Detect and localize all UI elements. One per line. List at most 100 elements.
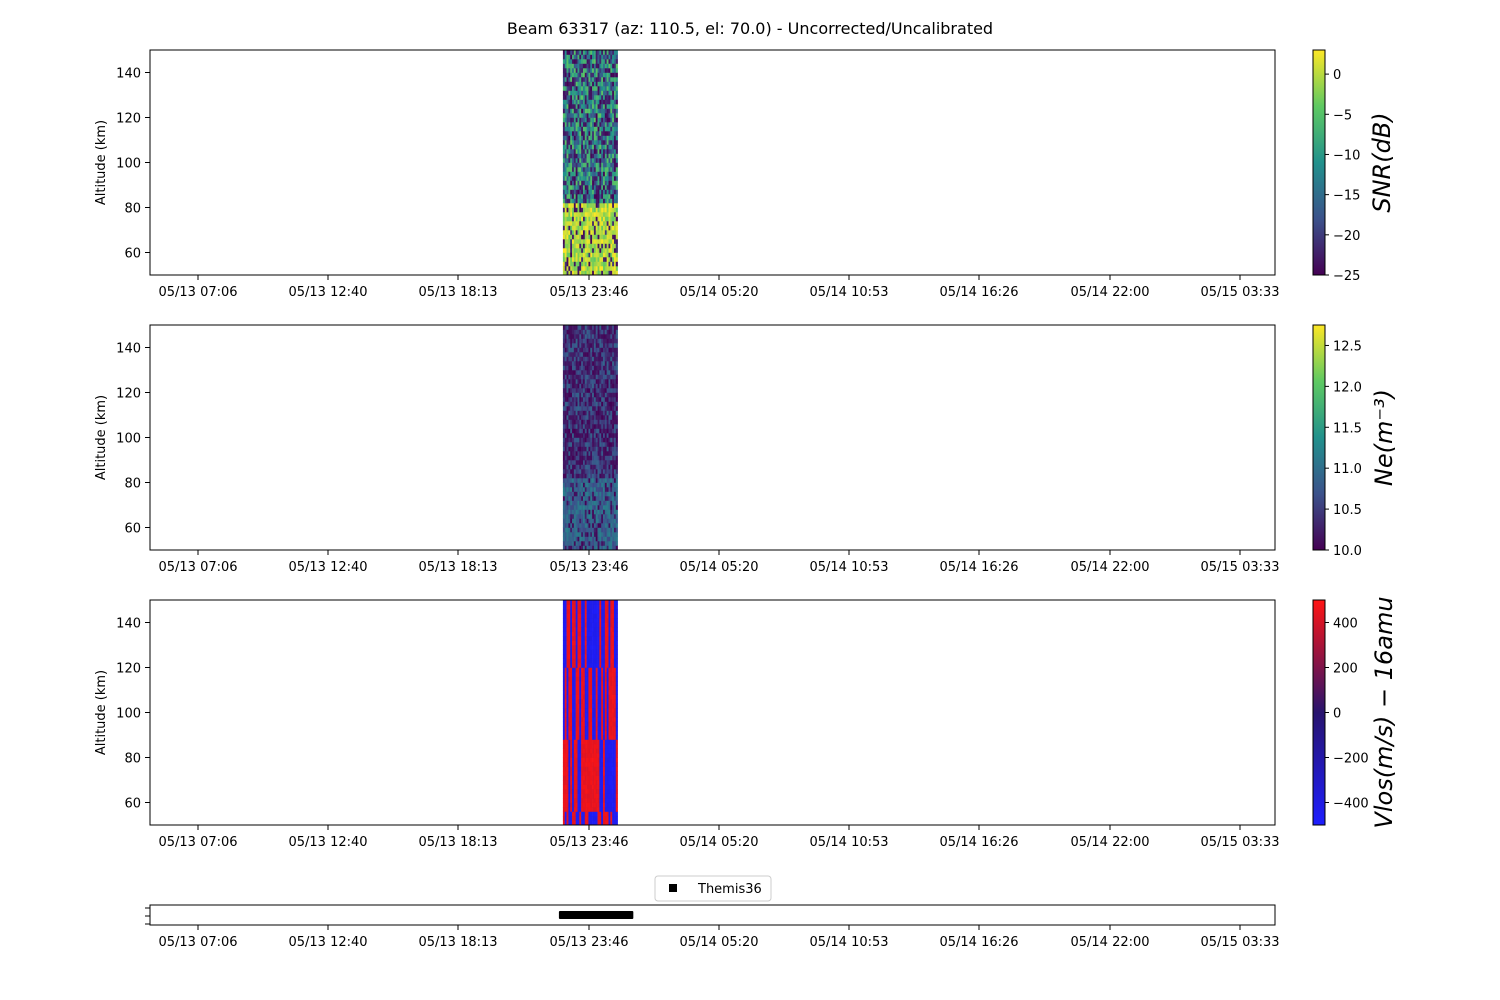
heatmap-cell	[584, 392, 587, 398]
heatmap-cell	[573, 212, 576, 217]
heatmap-cell	[604, 365, 607, 371]
heatmap-cell	[595, 645, 598, 650]
heatmap-cell	[582, 270, 586, 276]
heatmap-cell	[603, 491, 606, 497]
heatmap-cell	[608, 68, 611, 73]
heatmap-cell	[582, 95, 586, 100]
heatmap-cell	[575, 694, 578, 700]
heatmap-cell	[606, 135, 609, 141]
heatmap-cell	[599, 703, 602, 709]
heatmap-cell	[584, 627, 587, 632]
heatmap-cell	[584, 95, 587, 100]
heatmap-cell	[582, 424, 586, 429]
heatmap-cell	[612, 681, 615, 686]
heatmap-cell	[593, 604, 597, 610]
heatmap-cell	[577, 735, 580, 740]
heatmap-cell	[575, 347, 578, 353]
heatmap-cell	[584, 356, 587, 362]
heatmap-cell	[612, 343, 615, 348]
heatmap-cell	[601, 766, 604, 772]
heatmap-cell	[597, 334, 600, 339]
heatmap-cell	[573, 739, 576, 745]
heatmap-cell	[603, 676, 606, 682]
heatmap-cell	[615, 672, 618, 677]
heatmap-cell	[572, 667, 575, 673]
heatmap-cell	[612, 126, 615, 132]
heatmap-cell	[568, 536, 571, 542]
heatmap-cell	[562, 658, 566, 664]
heatmap-cell	[590, 478, 593, 483]
heatmap-cell	[613, 807, 617, 812]
heatmap-cell	[564, 509, 567, 515]
heatmap-cell	[597, 203, 600, 208]
heatmap-cell	[581, 667, 584, 673]
heatmap-cell	[579, 455, 582, 461]
heatmap-cell	[577, 266, 580, 271]
heatmap-cell	[566, 243, 569, 249]
heatmap-cell	[572, 482, 575, 488]
heatmap-cell	[603, 239, 606, 244]
x-tick-label: 05/14 22:00	[1070, 935, 1149, 950]
heatmap-cell	[579, 406, 582, 411]
heatmap-cell	[581, 509, 584, 515]
heatmap-cell	[582, 613, 586, 619]
ne-plot-frame	[149, 324, 1276, 551]
heatmap-cell	[568, 352, 571, 357]
heatmap-cell	[584, 68, 587, 73]
heatmap-cell	[579, 460, 582, 465]
heatmap-cell	[577, 649, 580, 655]
heatmap-cell	[584, 762, 587, 767]
heatmap-cell	[612, 703, 615, 709]
heatmap-cell	[588, 753, 591, 758]
heatmap-cell	[590, 505, 593, 510]
heatmap-cell	[595, 694, 598, 700]
heatmap-cell	[608, 410, 611, 416]
heatmap-cell	[604, 640, 607, 646]
heatmap-cell	[588, 185, 591, 190]
heatmap-cell	[573, 798, 576, 803]
heatmap-cell	[603, 735, 606, 740]
x-tick-label: 05/13 12:40	[288, 835, 367, 850]
heatmap-cell	[579, 622, 582, 628]
heatmap-cell	[601, 379, 604, 384]
x-tick-label: 05/13 07:06	[158, 560, 237, 575]
heatmap-cell	[588, 406, 591, 411]
heatmap-cell	[577, 509, 580, 515]
heatmap-cell	[610, 334, 613, 339]
heatmap-cell	[615, 631, 618, 637]
heatmap-cell	[597, 442, 600, 447]
heatmap-cell	[593, 117, 597, 123]
heatmap-cell	[584, 252, 587, 258]
heatmap-cell	[582, 545, 586, 551]
heatmap-cell	[593, 401, 597, 407]
heatmap-cell	[564, 194, 567, 199]
heatmap-cell	[582, 703, 586, 709]
heatmap-cell	[566, 545, 569, 551]
heatmap-cell	[597, 81, 600, 87]
heatmap-cell	[603, 113, 606, 118]
heatmap-cell	[597, 361, 600, 366]
heatmap-cell	[562, 194, 566, 199]
heatmap-cell	[599, 708, 602, 713]
heatmap-cell	[597, 135, 600, 141]
heatmap-cell	[603, 739, 606, 745]
heatmap-cell	[586, 325, 589, 330]
heatmap-cell	[599, 604, 602, 610]
heatmap-cell	[582, 757, 586, 763]
heatmap-cell	[577, 212, 580, 217]
heatmap-cell	[573, 185, 576, 190]
heatmap-cell	[581, 618, 584, 623]
heatmap-cell	[572, 717, 575, 722]
heatmap-cell	[606, 95, 609, 100]
heatmap-cell	[584, 491, 587, 497]
heatmap-cell	[608, 176, 611, 181]
heatmap-cell	[579, 117, 582, 123]
ne-heatmap-cells	[562, 325, 618, 551]
heatmap-cell	[592, 820, 595, 826]
heatmap-cell	[606, 225, 609, 231]
heatmap-cell	[579, 343, 582, 348]
heatmap-cell	[601, 545, 604, 551]
heatmap-cell	[570, 189, 573, 195]
heatmap-cell	[562, 59, 566, 64]
heatmap-cell	[588, 730, 591, 736]
